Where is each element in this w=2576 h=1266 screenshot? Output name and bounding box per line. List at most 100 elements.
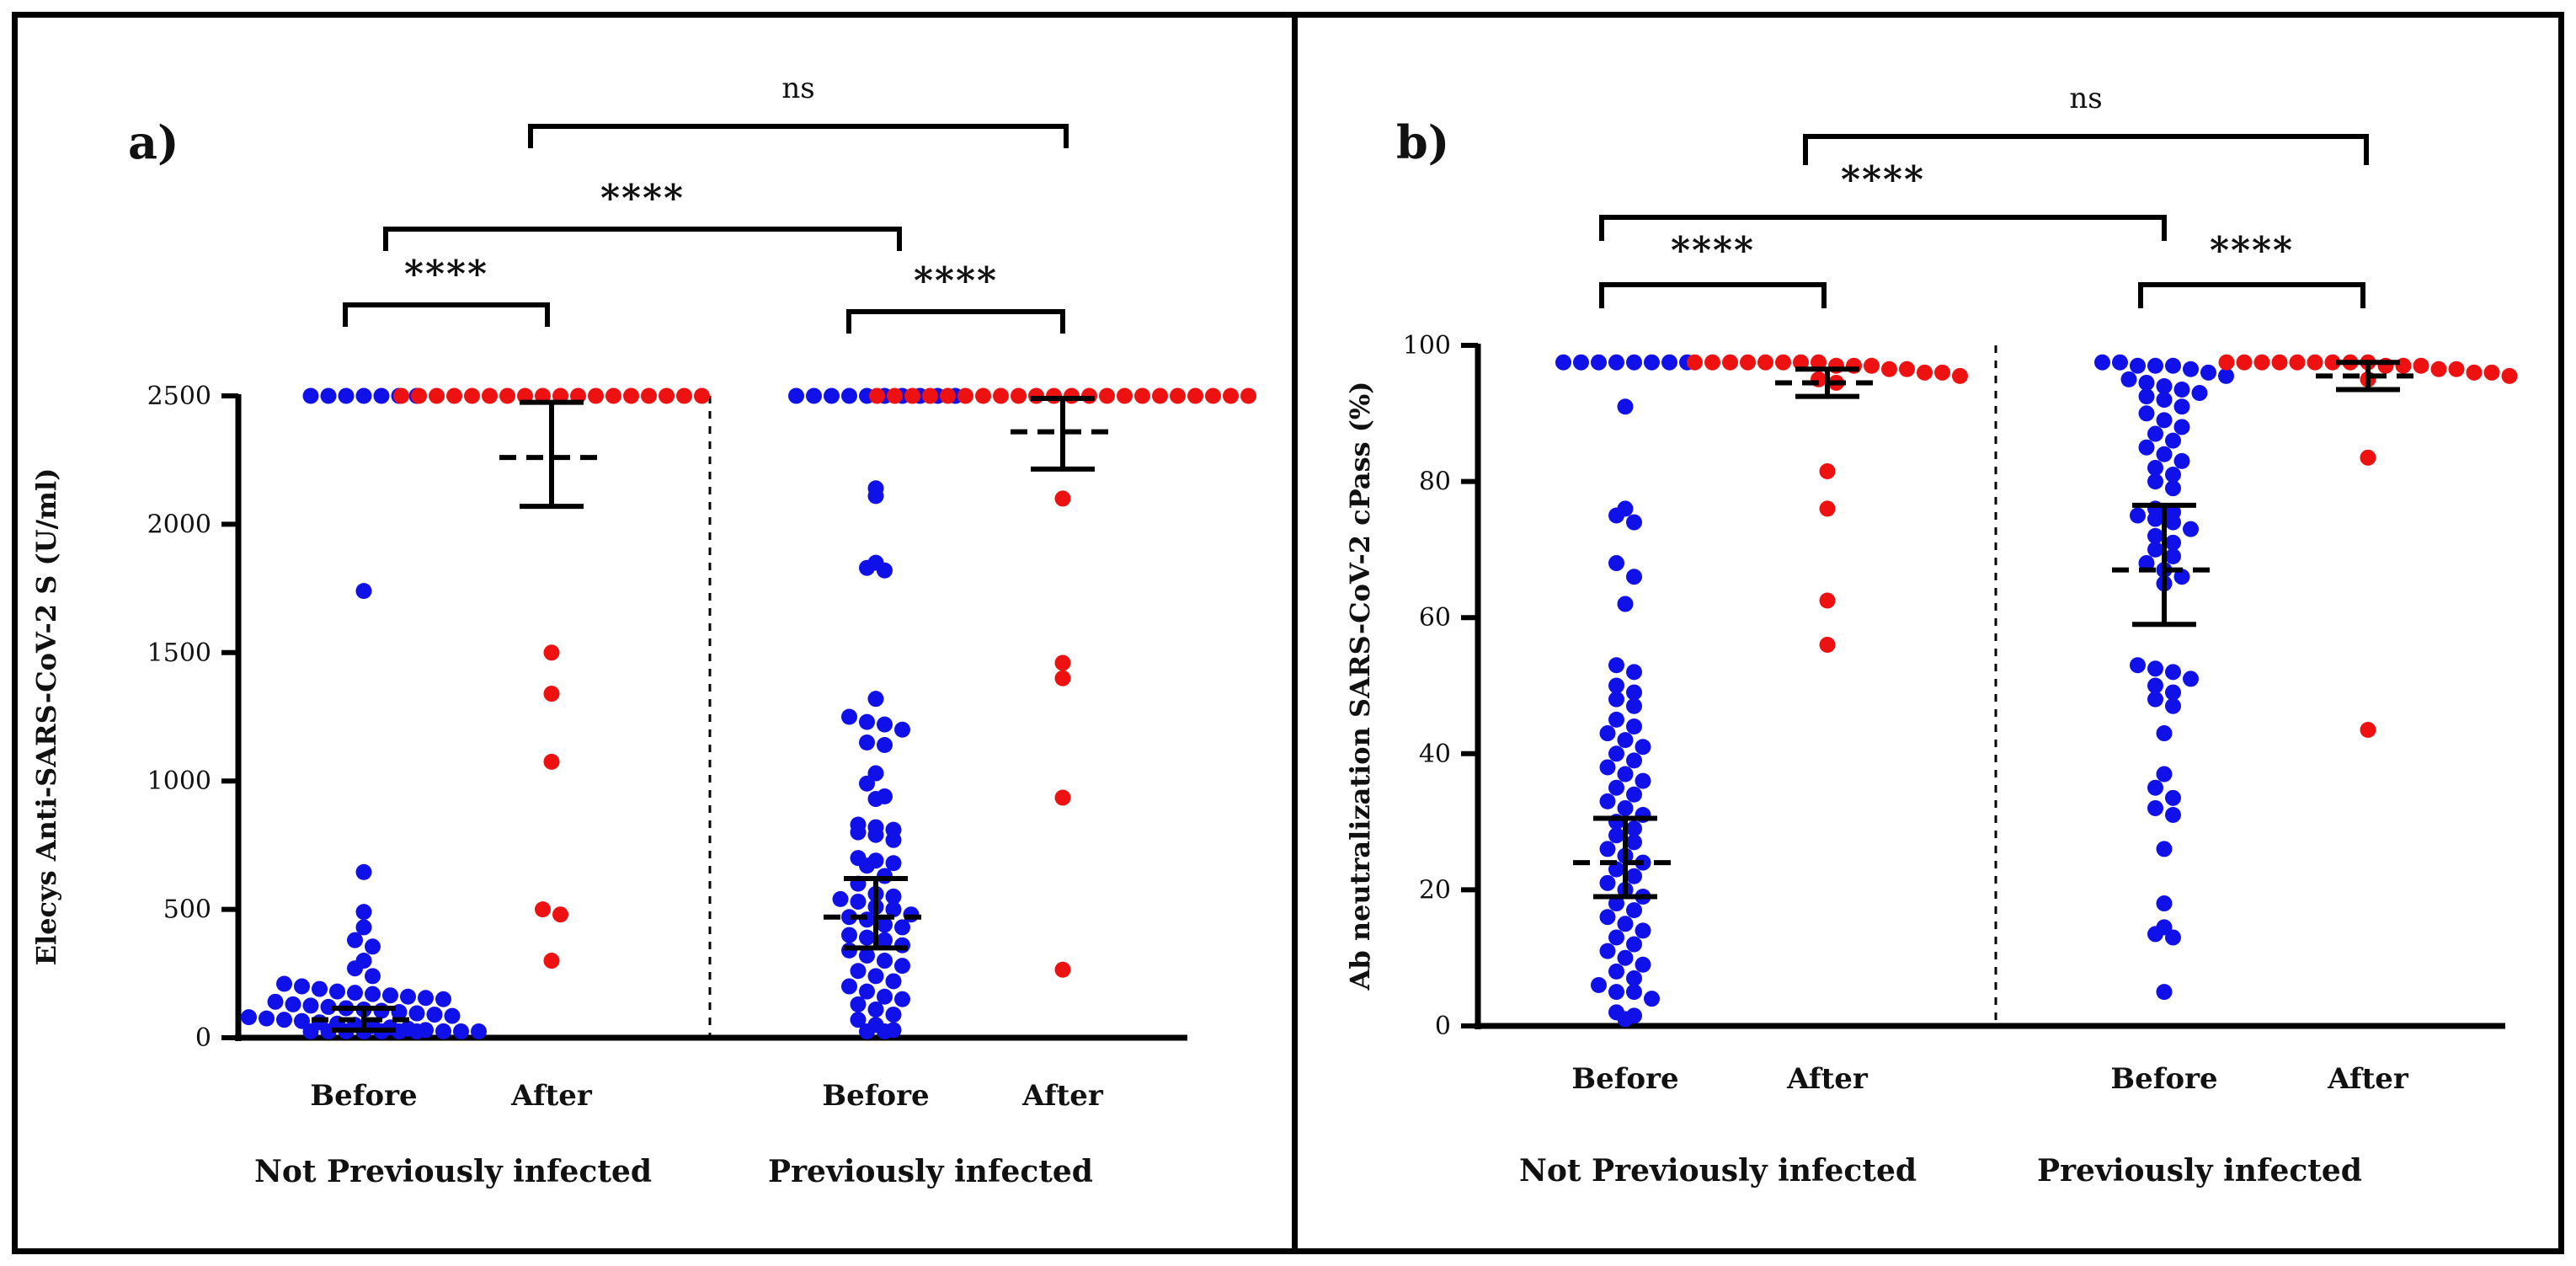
data-point (302, 387, 319, 404)
category-label: After (1786, 1062, 1869, 1096)
data-point (957, 387, 973, 404)
y-axis-title: Ab neutralization SARS-CoV-2 cPass (%) (1344, 382, 1376, 991)
data-point (276, 1012, 292, 1028)
data-point (841, 909, 857, 926)
data-point (694, 387, 710, 404)
data-point (877, 1023, 893, 1039)
data-point (2413, 357, 2429, 374)
data-point (1608, 555, 1624, 572)
data-point (841, 708, 857, 725)
significance-bracket: **** (1599, 229, 1827, 308)
data-point (453, 1023, 469, 1039)
data-point (2147, 779, 2163, 796)
data-point (1661, 354, 1677, 371)
y-axis-title: Elecys Anti-SARS-CoV-2 S (U/ml) (30, 468, 62, 966)
data-point (877, 916, 893, 933)
y-tick-label: 0 (1435, 1012, 1451, 1041)
data-point (302, 997, 319, 1014)
data-point (1617, 596, 1634, 612)
data-point (859, 947, 875, 964)
data-point (1626, 718, 1642, 734)
group-label: Previously infected (768, 1154, 1093, 1189)
data-point (535, 901, 551, 918)
data-point (1134, 387, 1150, 404)
data-point (2165, 514, 2181, 531)
data-point (2430, 361, 2447, 377)
data-point (347, 932, 363, 948)
data-point (806, 387, 822, 404)
data-point (2156, 841, 2173, 857)
data-point (2147, 425, 2163, 442)
significance-bracket: ns (528, 72, 1069, 148)
category-label: Before (310, 1079, 417, 1113)
data-point (1952, 367, 1968, 384)
data-point (1687, 354, 1703, 371)
data-point (2147, 459, 2163, 476)
data-point (2156, 725, 2173, 742)
data-point (1644, 354, 1660, 371)
data-point (1617, 398, 1634, 415)
data-point (2147, 510, 2163, 527)
data-point (294, 978, 310, 995)
data-point (2147, 691, 2163, 708)
data-point (641, 387, 657, 404)
data-point (2483, 364, 2500, 381)
data-point (894, 958, 910, 975)
category-label: After (2327, 1062, 2409, 1096)
data-point (543, 644, 560, 661)
data-point (2165, 480, 2181, 497)
data-point (1608, 745, 1624, 762)
data-point (859, 734, 875, 751)
data-point (850, 963, 867, 980)
data-point (975, 387, 991, 404)
data-point (1054, 961, 1071, 978)
data-point (850, 824, 867, 841)
data-point (2138, 555, 2155, 572)
data-point (1240, 387, 1256, 404)
data-point (1608, 507, 1624, 524)
data-point (543, 753, 560, 770)
data-point (1864, 357, 1880, 374)
data-point (435, 991, 451, 1007)
data-point (877, 562, 893, 579)
data-point (1608, 711, 1624, 728)
data-point (329, 983, 345, 1000)
data-point (1608, 929, 1624, 946)
data-point (1205, 387, 1221, 404)
data-point (285, 996, 301, 1012)
data-point (2138, 374, 2155, 391)
data-point (1626, 834, 1642, 851)
data-point (859, 857, 875, 874)
data-point (1635, 739, 1651, 756)
data-point (312, 980, 328, 997)
data-point (940, 387, 956, 404)
data-point (904, 387, 920, 404)
data-point (1635, 922, 1651, 939)
data-point (841, 978, 857, 995)
significance-label: **** (1841, 158, 1925, 201)
data-point (2218, 367, 2234, 384)
data-point (499, 387, 515, 404)
significance-bracket: **** (2138, 229, 2365, 308)
data-point (2156, 392, 2173, 409)
bracket-line (1599, 282, 1827, 308)
data-point (411, 387, 427, 404)
data-point (676, 387, 692, 404)
data-point (1599, 725, 1616, 742)
significance-label: **** (600, 177, 685, 220)
data-point (2120, 371, 2137, 387)
group-label: Previously infected (2037, 1153, 2362, 1189)
data-point (1170, 387, 1186, 404)
data-point (1626, 752, 1642, 769)
data-point (2130, 357, 2146, 374)
data-point (885, 888, 902, 905)
y-tick-label: 60 (1419, 603, 1451, 633)
data-point (1573, 354, 1589, 371)
data-point (2165, 807, 2181, 824)
data-point (355, 583, 372, 600)
data-point (877, 716, 893, 733)
data-point (347, 960, 363, 977)
data-point (355, 904, 372, 921)
data-point (1555, 354, 1571, 371)
